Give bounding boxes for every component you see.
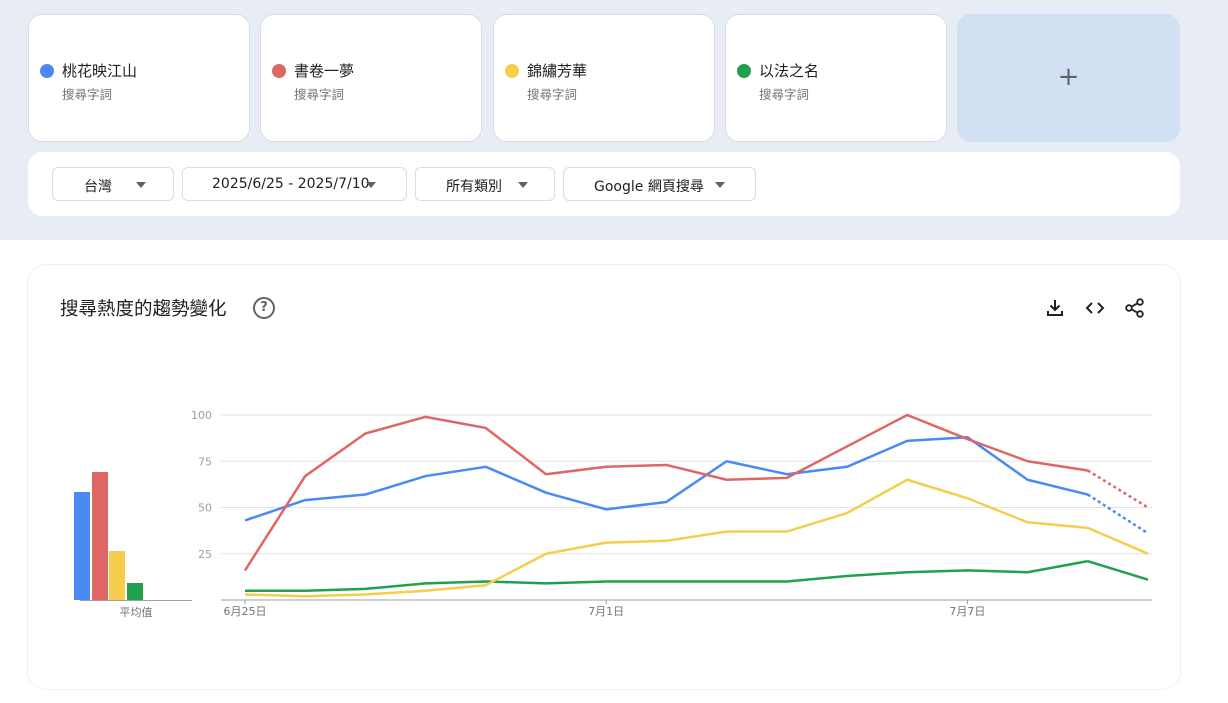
- x-tick-label: 7月7日: [949, 605, 985, 618]
- help-circle-icon[interactable]: ?: [253, 297, 275, 319]
- average-bar: [91, 472, 108, 600]
- caret-down-icon: [715, 182, 725, 188]
- caret-down-icon: [518, 182, 528, 188]
- series-line: [243, 413, 1088, 572]
- share-icon[interactable]: [1124, 297, 1146, 319]
- y-tick-label: 75: [198, 455, 212, 468]
- add-term-button[interactable]: +: [957, 14, 1180, 142]
- term-subtitle: 搜尋字詞: [62, 87, 113, 102]
- filter-bar: 台灣 2025/6/25 - 2025/7/10 所有類別 Google 網頁搜…: [28, 152, 1180, 216]
- term-subtitle: 搜尋字詞: [527, 87, 578, 102]
- average-bar: [74, 491, 90, 600]
- average-bar: [109, 551, 125, 600]
- plus-icon: +: [1057, 62, 1080, 92]
- caret-down-icon: [366, 182, 376, 188]
- embed-code-icon[interactable]: [1084, 297, 1106, 319]
- category-dropdown[interactable]: 所有類別: [415, 167, 555, 201]
- y-tick-label: 100: [191, 409, 212, 422]
- region-dropdown[interactable]: 台灣: [52, 167, 174, 201]
- search-type-dropdown[interactable]: Google 網頁搜尋: [563, 167, 756, 201]
- term-subtitle: 搜尋字詞: [759, 87, 810, 102]
- term-color-dot: [40, 64, 54, 78]
- term-name: 以法之名: [759, 62, 820, 80]
- region-label: 台灣: [84, 179, 112, 195]
- term-card-4[interactable]: 以法之名 搜尋字詞: [725, 14, 947, 142]
- term-color-dot: [272, 64, 286, 78]
- term-card-3[interactable]: 錦繡芳華 搜尋字詞: [493, 14, 715, 142]
- x-tick-label: 6月25日: [224, 605, 267, 618]
- series-line: [244, 478, 1088, 598]
- term-card-1[interactable]: 桃花映江山 搜尋字詞: [28, 14, 250, 142]
- chart-title: 搜尋熱度的趨勢變化: [60, 299, 227, 320]
- term-color-dot: [737, 64, 751, 78]
- x-tick-label: 7月1日: [588, 605, 624, 618]
- term-card-2[interactable]: 書卷一夢 搜尋字詞: [260, 14, 482, 142]
- series-line-partial: [1087, 469, 1149, 509]
- term-subtitle: 搜尋字詞: [294, 87, 345, 102]
- y-tick-label: 25: [198, 548, 212, 561]
- term-name: 桃花映江山: [62, 62, 138, 80]
- interest-over-time-panel: 搜尋熱度的趨勢變化 ? 平均值 25 50 75 100 6月25日 7月1日 7月7日: [28, 265, 1180, 689]
- average-axis-label: 平均值: [119, 606, 153, 619]
- average-axis-line: [80, 600, 192, 601]
- average-bar: [126, 582, 143, 600]
- series-line: [245, 559, 1089, 592]
- trend-line-chart: 25 50 75 100 6月25日 7月1日 7月7日: [191, 409, 1152, 618]
- series-line-partial: [1087, 526, 1149, 555]
- category-label: 所有類別: [446, 179, 502, 195]
- series-line-partial: [1087, 493, 1149, 535]
- search-type-label: Google 網頁搜尋: [594, 179, 704, 195]
- download-icon[interactable]: [1044, 297, 1066, 319]
- term-name: 書卷一夢: [294, 62, 355, 80]
- series-line: [244, 435, 1089, 522]
- series-line-partial: [1087, 559, 1149, 581]
- caret-down-icon: [136, 182, 146, 188]
- date-range-label: 2025/6/25 - 2025/7/10: [212, 176, 370, 192]
- y-tick-label: 50: [198, 502, 212, 515]
- term-name: 錦繡芳華: [527, 62, 588, 80]
- date-range-dropdown[interactable]: 2025/6/25 - 2025/7/10: [182, 167, 407, 201]
- term-color-dot: [505, 64, 519, 78]
